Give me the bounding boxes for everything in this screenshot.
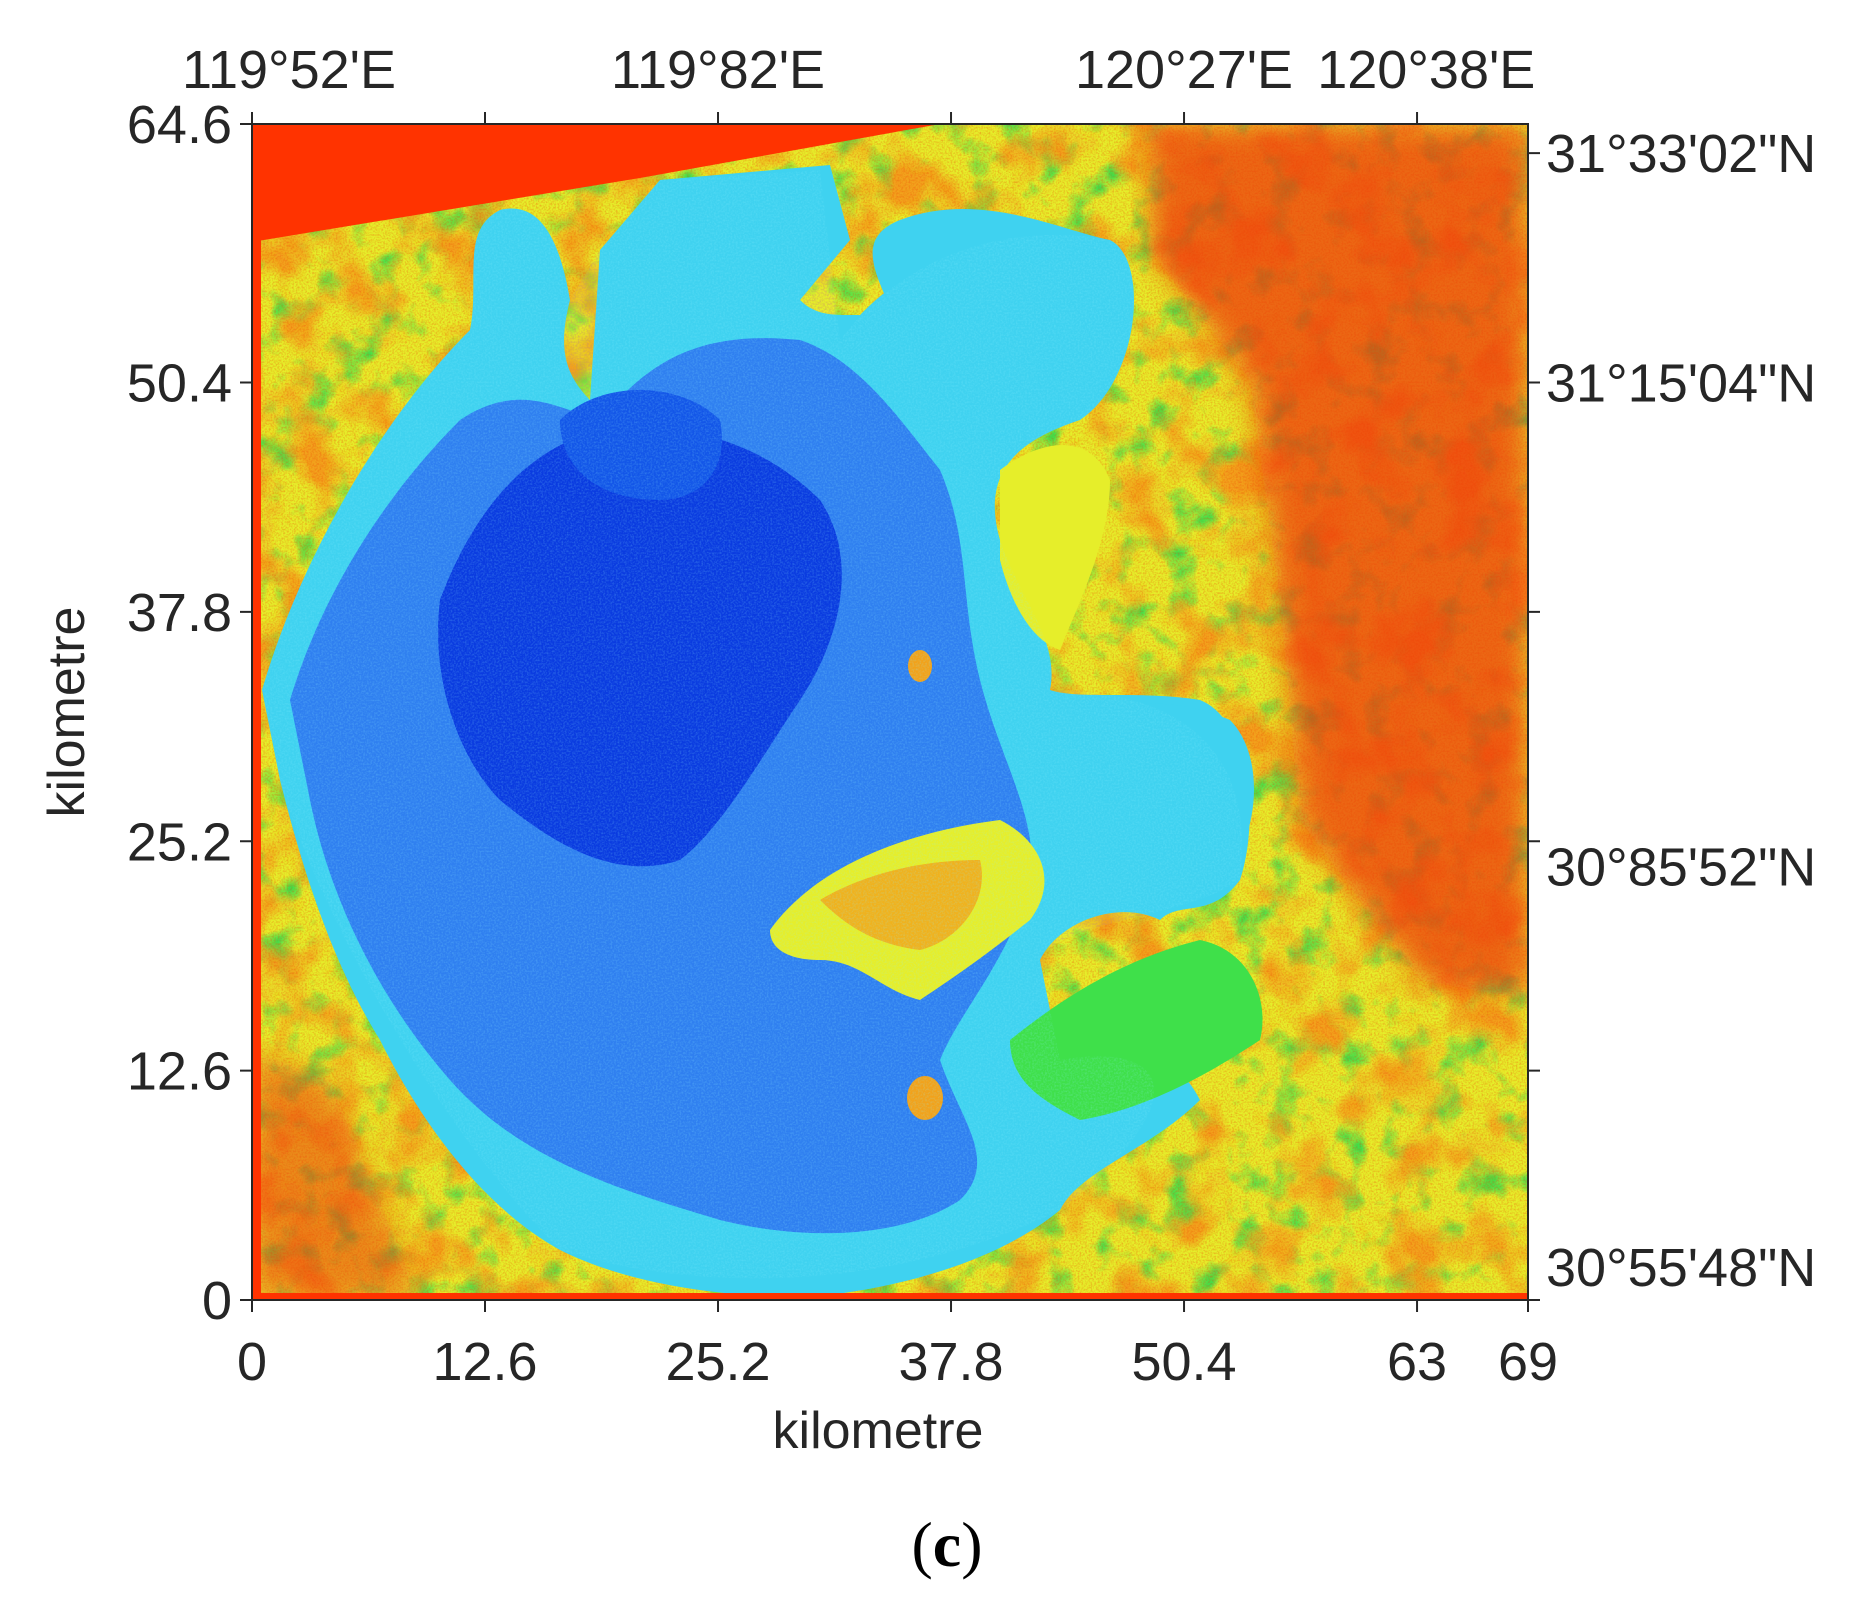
longitude-label: 120°27'E — [1075, 40, 1293, 100]
x-tick-label: 63 — [1387, 1332, 1447, 1392]
water-speckle — [262, 170, 1243, 1279]
y-tick-label: 12.6 — [127, 1042, 232, 1102]
x-tick-label: 25.2 — [665, 1332, 770, 1392]
panel-label-letter: c — [933, 1509, 961, 1580]
panel-label-open: ( — [911, 1509, 932, 1580]
latitude-label: 30°55'48"N — [1546, 1238, 1816, 1298]
plot-frame — [251, 123, 1529, 1301]
east-land — [1000, 445, 1110, 650]
panel-label-close: ) — [961, 1509, 982, 1580]
longitude-label: 120°38'E — [1317, 40, 1535, 100]
y-tick-label: 37.8 — [127, 583, 232, 643]
y-tick-label: 25.2 — [127, 812, 232, 872]
y-axis-title: kilometre — [38, 607, 96, 818]
latitude-label: 31°15'04"N — [1546, 354, 1816, 414]
axis-labels: 0 12.6 25.2 37.8 50.4 63 69 0 12.6 25.2 37.8 50.4 64… — [127, 40, 1816, 1392]
x-tick-label: 50.4 — [1131, 1332, 1236, 1392]
nodata-bottom-strip — [252, 1293, 1528, 1300]
longitude-label: 119°82'E — [611, 40, 825, 100]
classification-raster — [252, 124, 1528, 1300]
latitude-label: 31°33'02"N — [1546, 124, 1816, 184]
x-tick-label: 12.6 — [432, 1332, 537, 1392]
x-tick-label: 37.8 — [898, 1332, 1003, 1392]
x-tick-label: 0 — [237, 1332, 267, 1392]
y-tick-label: 50.4 — [127, 354, 232, 414]
nodata-left-strip — [252, 124, 261, 1300]
axis-ticks — [240, 112, 1540, 1312]
y-tick-label: 64.6 — [127, 95, 232, 155]
x-axis-title: kilometre — [773, 1402, 984, 1460]
panel-label: (c) — [911, 1509, 982, 1580]
longitude-label: 119°52'E — [182, 40, 396, 100]
latitude-label: 30°85'52"N — [1546, 838, 1816, 898]
y-tick-label: 0 — [202, 1271, 232, 1331]
x-tick-label: 69 — [1498, 1332, 1558, 1392]
nodata-wedge — [252, 124, 940, 242]
